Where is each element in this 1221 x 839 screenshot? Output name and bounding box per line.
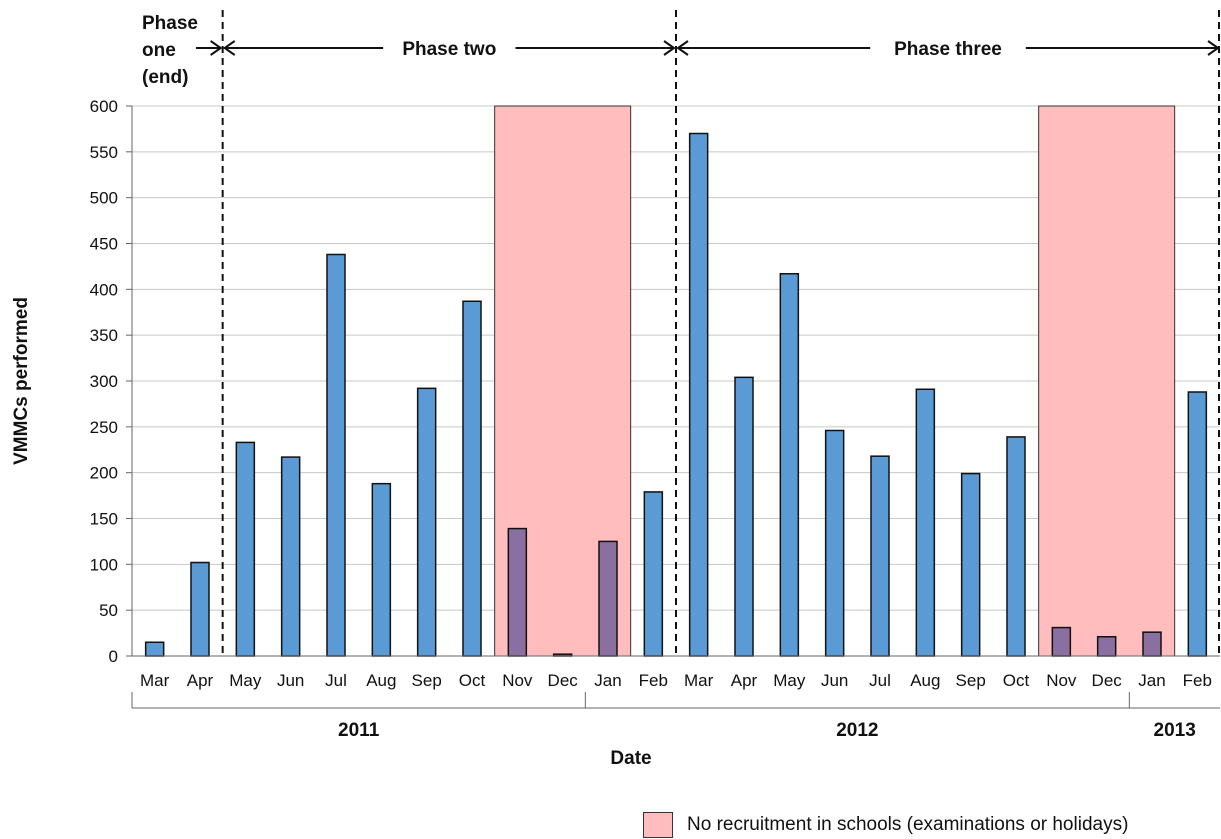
x-tick-label: Dec — [1092, 671, 1123, 690]
x-tick-label: Jan — [594, 671, 621, 690]
bars — [144, 132, 1208, 657]
phase-label-line: Phase — [142, 13, 198, 34]
bar-mar-0 — [144, 641, 165, 657]
bar-oct-19 — [1006, 436, 1026, 657]
y-tick-label: 400 — [90, 280, 118, 299]
year-label: 2011 — [338, 720, 380, 741]
y-tick-labels: 0 50 100 150 200 250 300 350 400 450 500 550 600 — [90, 97, 118, 666]
y-tick-label: 450 — [90, 235, 118, 254]
phase-label-line: (end) — [142, 67, 188, 88]
x-tick-label: Aug — [366, 671, 396, 690]
bar-dec-21 — [1096, 636, 1117, 657]
x-tick-label: May — [773, 671, 806, 690]
y-tick-label: 200 — [90, 464, 118, 483]
x-tick-label: Feb — [1183, 671, 1212, 690]
bar-jul-4 — [326, 253, 346, 657]
y-tick-label: 0 — [109, 647, 118, 666]
x-tick-label: Mar — [140, 671, 170, 690]
x-tick-label: Jun — [821, 671, 848, 690]
phase-label: Phase two — [402, 39, 496, 60]
bar-jan-22 — [1142, 631, 1162, 657]
x-tick-label: Jan — [1138, 671, 1165, 690]
year-label: 2012 — [836, 720, 878, 741]
y-tick-label: 550 — [90, 143, 118, 162]
y-tick-label: 150 — [90, 510, 118, 529]
bar-apr-1 — [190, 561, 210, 657]
x-tick-label: Apr — [187, 671, 214, 690]
phase-label: Phase three — [894, 39, 1002, 60]
bar-jul-16 — [870, 455, 890, 657]
x-tick-label: Aug — [910, 671, 940, 690]
bar-aug-5 — [371, 482, 392, 657]
y-tick-label: 600 — [90, 97, 118, 116]
bar-mar-12 — [688, 132, 709, 657]
y-axis-label: VMMCs performed — [11, 297, 32, 465]
x-tick-label: Oct — [1003, 671, 1030, 690]
year-label: 2013 — [1154, 720, 1196, 741]
phase-arrow-head — [663, 40, 676, 56]
x-tick-label: May — [229, 671, 262, 690]
bar-jun-3 — [280, 456, 301, 657]
bar-aug-17 — [915, 388, 936, 657]
y-tick-label: 100 — [90, 555, 118, 574]
year-groups: 2011 2012 2013 — [131, 692, 1220, 741]
phase-arrow-head — [222, 40, 236, 56]
legend-swatch — [643, 812, 673, 838]
x-tick-label: Sep — [412, 671, 442, 690]
y-tick-label: 50 — [99, 601, 118, 620]
x-tick-label: Dec — [548, 671, 579, 690]
x-tick-label: Jul — [325, 671, 347, 690]
phase-arrow-head — [1207, 40, 1220, 56]
bar-feb-23 — [1187, 391, 1208, 657]
y-tick-label: 500 — [90, 189, 118, 208]
bar-jun-15 — [824, 429, 845, 657]
bar-jan-10 — [598, 540, 618, 657]
bar-apr-13 — [734, 376, 754, 657]
axes — [126, 105, 1220, 657]
bar-nov-8 — [507, 527, 528, 657]
x-tick-label: Jun — [277, 671, 304, 690]
phase-arrow-head — [676, 40, 689, 56]
x-tick-labels: Mar Apr May Jun Jul Aug Sep Oct Nov Dec Jan Feb Mar A… — [140, 671, 1212, 690]
y-tick-label: 300 — [90, 372, 118, 391]
legend: No recruitment in schools (examinations … — [643, 811, 1128, 839]
bar-sep-18 — [960, 472, 981, 657]
y-tick-label: 250 — [90, 418, 118, 437]
bar-feb-11 — [643, 491, 664, 657]
phase-label-line: one — [142, 40, 176, 61]
bar-may-2 — [235, 441, 256, 657]
x-tick-label: Mar — [684, 671, 714, 690]
x-axis-label: Date — [610, 748, 651, 769]
x-tick-label: Oct — [459, 671, 486, 690]
y-tick-label: 350 — [90, 326, 118, 345]
legend-label: No recruitment in schools (examinations … — [687, 814, 1129, 835]
bar-nov-20 — [1051, 626, 1072, 657]
x-tick-label: Sep — [956, 671, 986, 690]
bar-oct-7 — [462, 300, 482, 657]
x-tick-label: Apr — [731, 671, 758, 690]
bar-sep-6 — [416, 387, 437, 657]
phase-markers: Phase one (end) Phase two Phase three — [142, 10, 1220, 656]
x-tick-label: Jul — [869, 671, 891, 690]
x-tick-label: Nov — [1046, 671, 1077, 690]
bar-may-14 — [779, 273, 800, 657]
x-tick-label: Feb — [639, 671, 668, 690]
no-recruitment-band — [1038, 105, 1176, 657]
x-tick-label: Nov — [502, 671, 533, 690]
phase-arrow-head — [210, 40, 223, 56]
